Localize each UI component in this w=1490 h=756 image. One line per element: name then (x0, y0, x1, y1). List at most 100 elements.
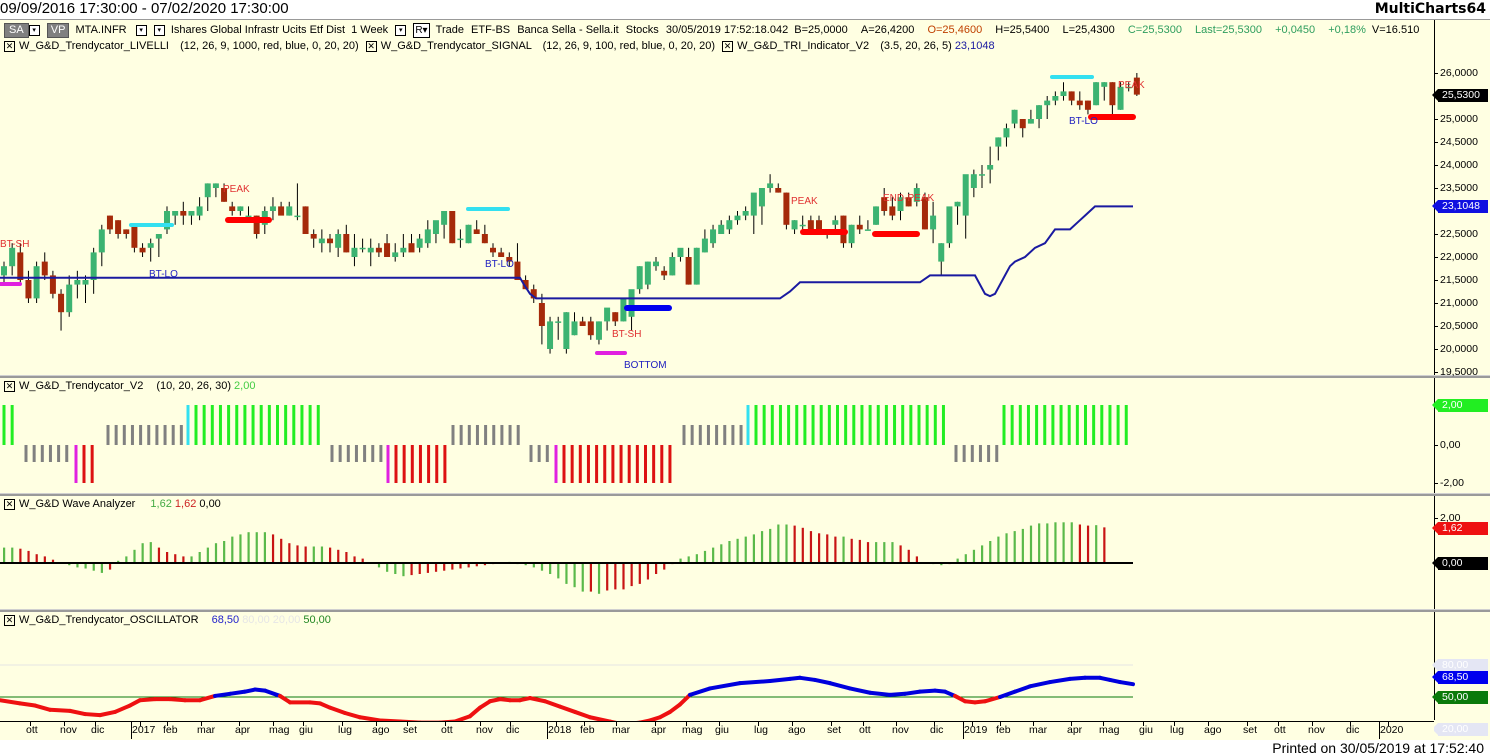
time-tick (1350, 722, 1351, 726)
time-tick (863, 722, 864, 726)
annotation-label: PEAK (791, 196, 818, 207)
wave-bar (475, 563, 478, 567)
sa-button[interactable]: SA (4, 23, 29, 38)
trend-bar (371, 445, 375, 462)
trend-bar (276, 405, 279, 445)
close-tri-icon[interactable]: ✕ (722, 41, 734, 52)
trend-bar (1059, 405, 1063, 445)
wave-bar (280, 538, 283, 563)
wave-bar (728, 541, 731, 563)
sa-dropdown-icon[interactable]: ▾ (28, 25, 40, 36)
axis-tick (1434, 257, 1438, 258)
time-label: mag (269, 724, 290, 736)
wave-bar (532, 563, 535, 568)
wave-bar (630, 563, 633, 587)
wave-name[interactable]: W_G&D Wave Analyzer (19, 498, 136, 510)
trendv2-name[interactable]: W_G&D_Trendycator_V2 (19, 380, 144, 392)
wave-bar (687, 556, 690, 563)
wave-bar (100, 563, 103, 573)
low-value: L=25,4300 (1062, 24, 1115, 37)
trend-bar (893, 405, 897, 445)
wave-bar (858, 539, 861, 563)
trend-bar (65, 445, 69, 462)
wave-bar (663, 563, 666, 570)
wave-bar (752, 534, 755, 563)
trend-bar (819, 405, 823, 445)
time-tick (655, 722, 656, 726)
pane-divider[interactable] (0, 375, 1490, 378)
candle-body (587, 321, 594, 336)
candle-body (115, 220, 122, 234)
trend-bar (24, 445, 28, 462)
wave-chart[interactable] (0, 496, 1434, 611)
annotation-label: END-PEAK (883, 193, 934, 204)
time-label: mag (1099, 724, 1120, 736)
wave-bar (866, 542, 870, 563)
exchange: ETF-BS (471, 24, 511, 37)
volume-value: V=16.510 (1371, 24, 1420, 37)
close-osc-icon[interactable]: ✕ (4, 615, 15, 626)
candle-body (343, 234, 350, 253)
wave-bar (84, 563, 87, 569)
osc-name[interactable]: W_G&D_Trendycator_OSCILLATOR (19, 614, 199, 626)
trendv2-chart[interactable] (0, 378, 1434, 493)
close-signal-icon[interactable]: ✕ (365, 41, 377, 52)
livelli-name[interactable]: W_G&D_Trendycator_LIVELLI (19, 40, 169, 52)
osc-line-segment (558, 704, 577, 714)
trend-bar (554, 445, 558, 483)
wave-bar (68, 563, 71, 566)
symbol-dropdown-icon[interactable]: ▾ (135, 25, 147, 36)
trend-bar (1051, 405, 1055, 445)
candle-body (938, 243, 945, 262)
close-livelli-icon[interactable]: ✕ (4, 41, 15, 52)
candle-body (628, 289, 635, 317)
trend-bar (218, 405, 222, 445)
pane-divider[interactable] (0, 493, 1490, 496)
tri-name[interactable]: W_G&D_TRI_Indicator_V2 (737, 40, 870, 52)
trend-bar (330, 445, 334, 462)
price-chart[interactable]: BT-SH BT-LO PEAK BT-LO BT-SH BOTTOM PEAK END-PE… (0, 20, 1434, 375)
trend-bar (1124, 405, 1128, 445)
candle-body (196, 206, 203, 216)
resolution-dropdown-icon[interactable]: ▾ (395, 25, 407, 36)
close-trendv2-icon[interactable]: ✕ (4, 381, 15, 392)
trend-bar (529, 445, 533, 462)
wave-bar (361, 558, 364, 563)
wave-bar (353, 556, 356, 563)
trend-bar (723, 425, 727, 445)
wave-bar (117, 560, 120, 563)
wave-bar (51, 559, 55, 563)
candle-body (74, 280, 81, 285)
time-label: ott (1274, 724, 1286, 736)
candle-body (1027, 119, 1034, 124)
wave-bar (850, 538, 853, 563)
chart-window[interactable]: SA ▾ VP MTA.INFR ▾ ▾ Ishares Global Infra… (0, 19, 1490, 740)
trend-bar (1084, 405, 1087, 445)
time-tick (510, 722, 511, 726)
osc-line-segment (573, 709, 592, 720)
candle-body (481, 234, 488, 244)
candle-body (367, 247, 374, 253)
close-wave-icon[interactable]: ✕ (4, 499, 15, 510)
price-tick-label: 23,5000 (1440, 182, 1478, 194)
annotation-label: BT-LO (149, 269, 178, 280)
wave-bar (614, 563, 617, 590)
candle-body (1101, 82, 1108, 87)
signal-name[interactable]: W_G&D_Trendycator_SIGNAL (380, 40, 532, 52)
pane-divider[interactable] (0, 609, 1490, 612)
trend-bar (40, 445, 44, 462)
vp-button[interactable]: VP (46, 23, 70, 38)
trend-bar (987, 445, 991, 462)
candle-body (1, 266, 7, 276)
trend-bar (259, 405, 263, 445)
instrument-dropdown-icon[interactable]: ▾ (153, 25, 165, 36)
candle-body (506, 257, 513, 262)
trend-bar (844, 405, 848, 445)
oscillator-chart[interactable] (0, 612, 1434, 722)
trend-bar (1026, 405, 1030, 445)
osc-line-segment (328, 705, 347, 715)
time-axis[interactable]: ott nov dic 2017 feb mar apr mag giu lug ago set ott… (0, 721, 1434, 739)
candle-body (294, 215, 301, 218)
osc-line-segment (198, 693, 217, 703)
r-dropdown-button[interactable]: R▾ (413, 23, 430, 38)
